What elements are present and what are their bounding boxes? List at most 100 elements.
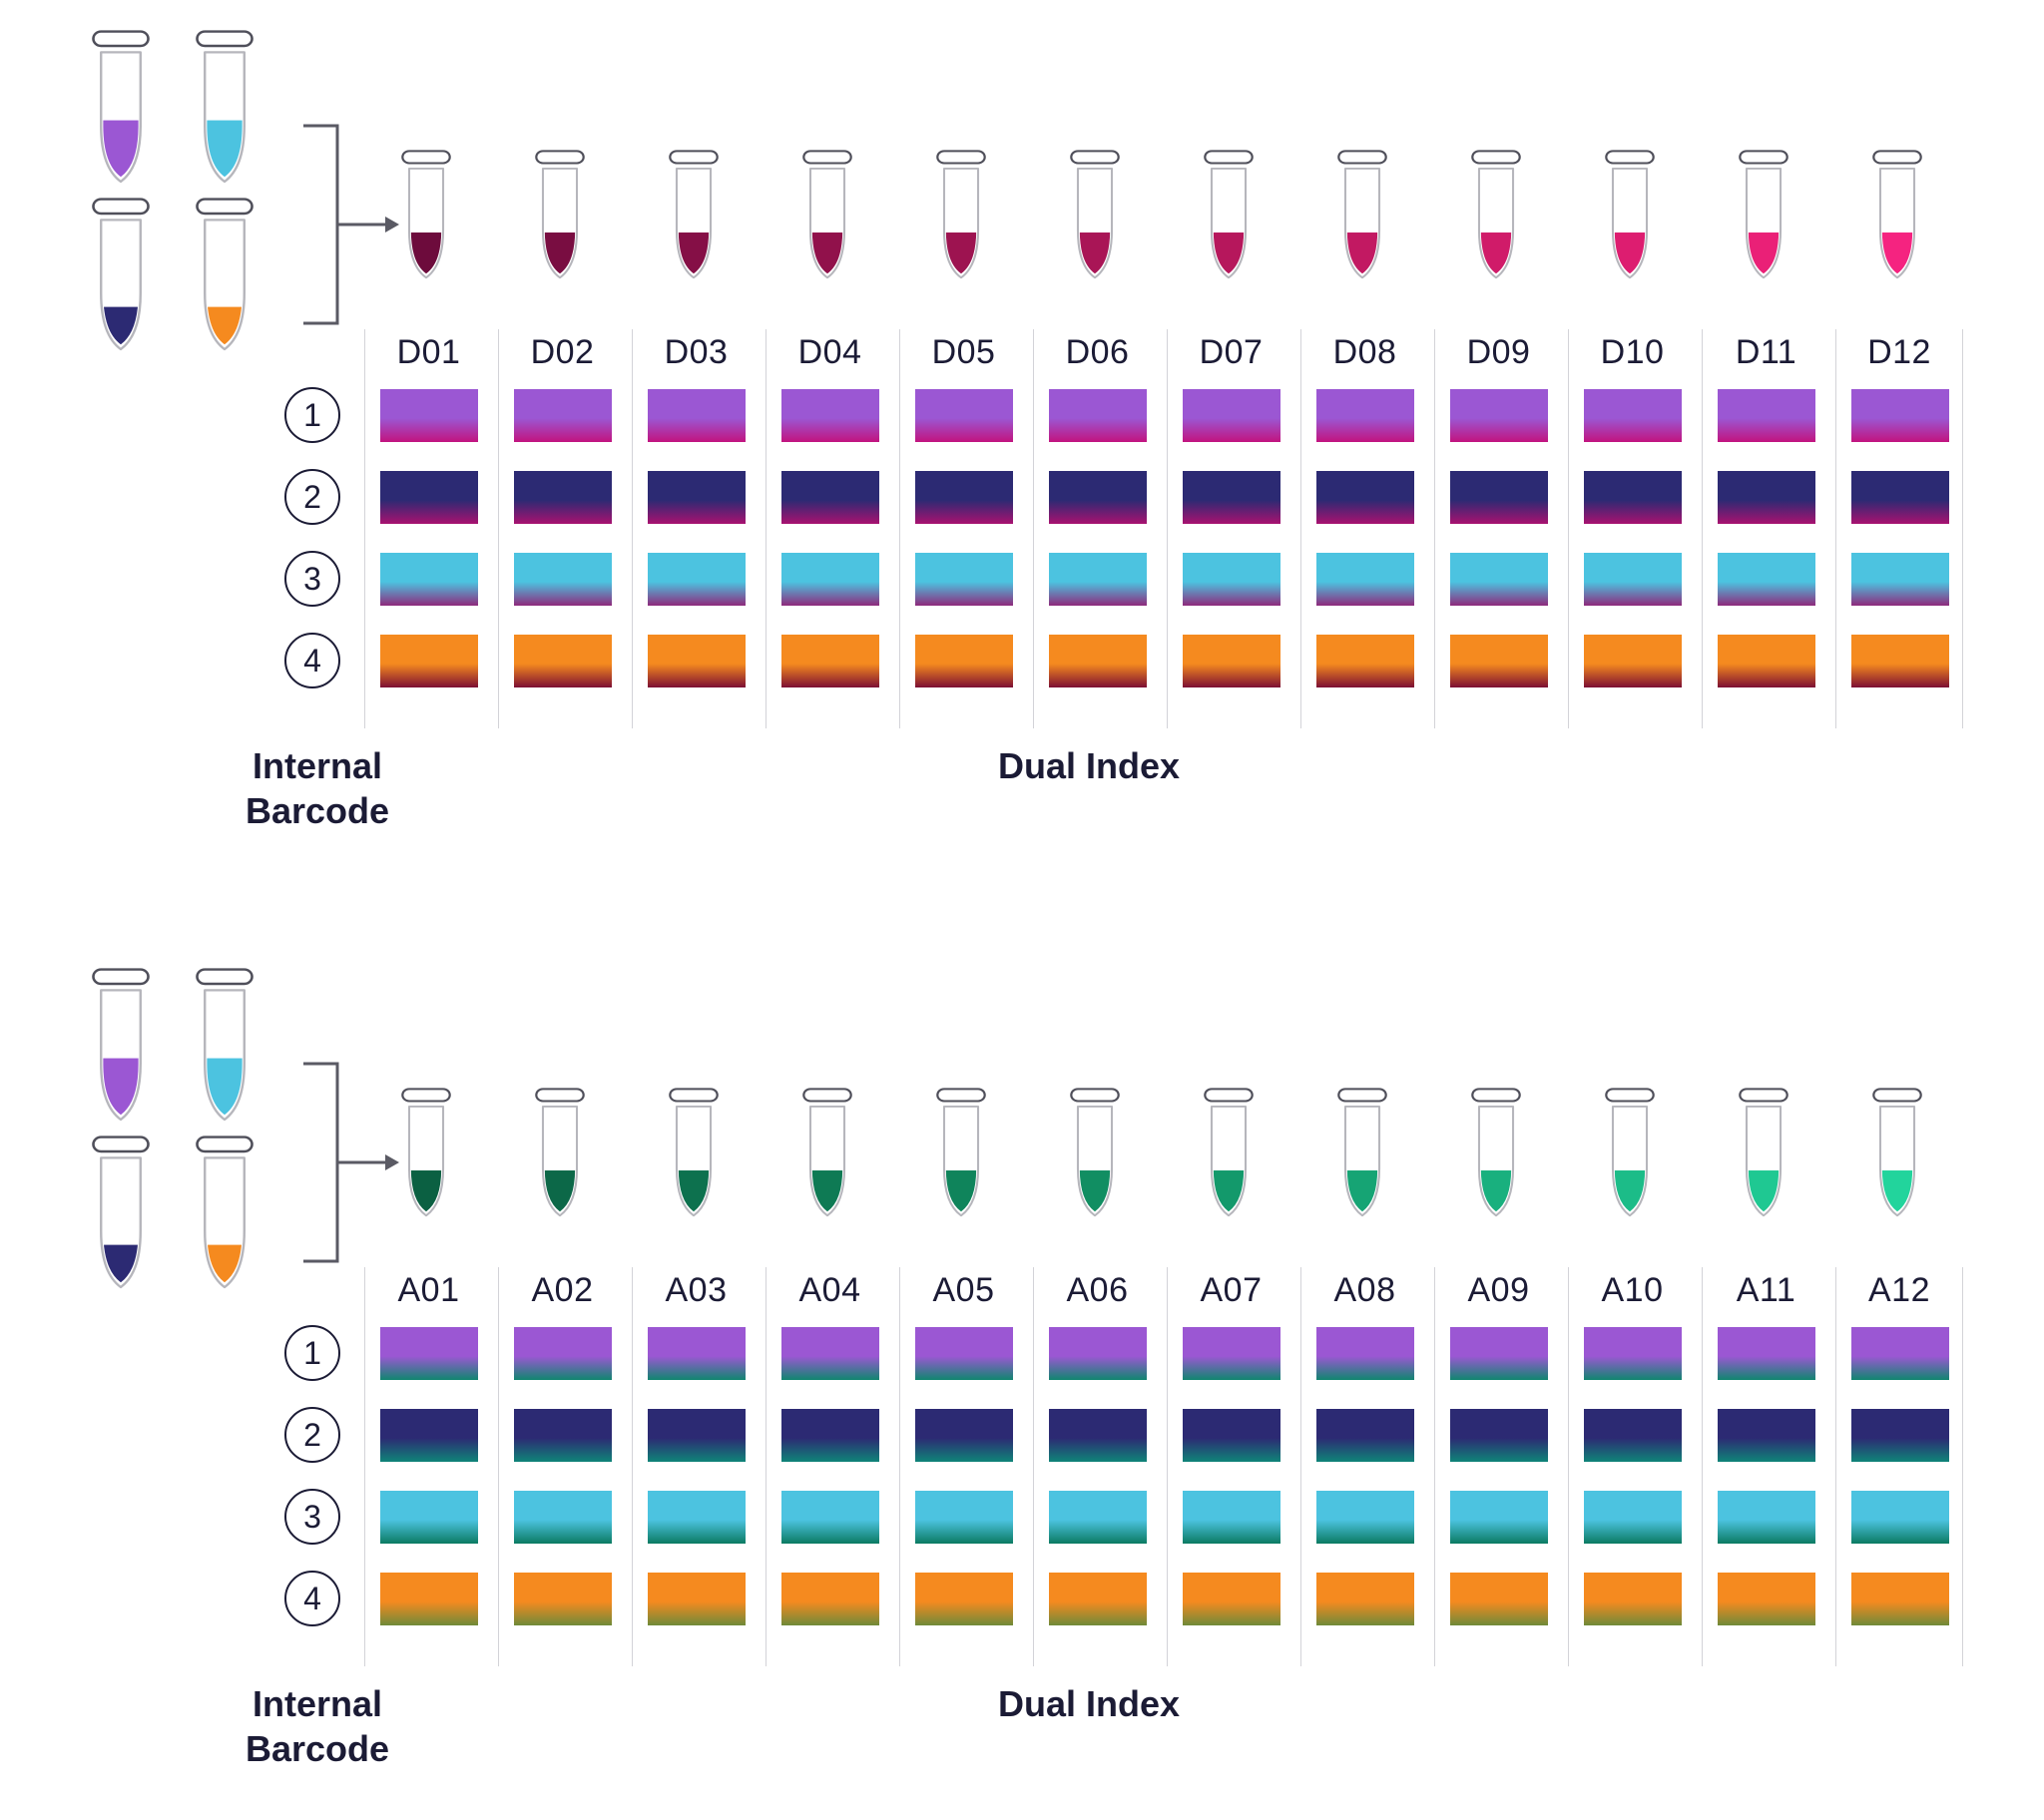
index-bar-A12-row3[interactable] (1851, 1491, 1949, 1544)
index-bar-D06-row1[interactable] (1049, 389, 1147, 442)
index-bar-A07-row3[interactable] (1183, 1491, 1280, 1544)
index-bar-A08-row2[interactable] (1316, 1409, 1414, 1462)
index-column-D01[interactable]: D01 (364, 329, 492, 728)
index-bar-A11-row1[interactable] (1718, 1327, 1815, 1380)
index-column-D03[interactable]: D03 (632, 329, 760, 728)
index-column-A02[interactable]: A02 (498, 1267, 626, 1666)
index-bar-A12-row2[interactable] (1851, 1409, 1949, 1462)
index-column-A06[interactable]: A06 (1033, 1267, 1161, 1666)
index-bar-A05-row4[interactable] (915, 1573, 1013, 1625)
index-bar-A07-row4[interactable] (1183, 1573, 1280, 1625)
index-bar-D04-row3[interactable] (781, 553, 879, 606)
index-bar-A06-row3[interactable] (1049, 1491, 1147, 1544)
index-column-A12[interactable]: A12 (1835, 1267, 1963, 1666)
index-bar-A10-row4[interactable] (1584, 1573, 1682, 1625)
index-bar-A01-row2[interactable] (380, 1409, 478, 1462)
index-bar-D12-row4[interactable] (1851, 635, 1949, 687)
index-bar-D10-row1[interactable] (1584, 389, 1682, 442)
index-bar-A01-row4[interactable] (380, 1573, 478, 1625)
index-bar-D10-row2[interactable] (1584, 471, 1682, 524)
index-bar-A11-row4[interactable] (1718, 1573, 1815, 1625)
index-bar-D11-row2[interactable] (1718, 471, 1815, 524)
index-column-D12[interactable]: D12 (1835, 329, 1963, 728)
index-bar-A08-row1[interactable] (1316, 1327, 1414, 1380)
index-column-D09[interactable]: D09 (1434, 329, 1562, 728)
index-bar-D08-row1[interactable] (1316, 389, 1414, 442)
index-bar-D11-row1[interactable] (1718, 389, 1815, 442)
index-column-D02[interactable]: D02 (498, 329, 626, 728)
index-bar-A11-row3[interactable] (1718, 1491, 1815, 1544)
index-bar-D04-row2[interactable] (781, 471, 879, 524)
index-column-A05[interactable]: A05 (899, 1267, 1027, 1666)
index-bar-A02-row4[interactable] (514, 1573, 612, 1625)
index-bar-A02-row3[interactable] (514, 1491, 612, 1544)
index-bar-A07-row1[interactable] (1183, 1327, 1280, 1380)
index-column-A01[interactable]: A01 (364, 1267, 492, 1666)
index-bar-A09-row1[interactable] (1450, 1327, 1548, 1380)
index-bar-D09-row2[interactable] (1450, 471, 1548, 524)
index-bar-D01-row1[interactable] (380, 389, 478, 442)
index-bar-D05-row3[interactable] (915, 553, 1013, 606)
index-column-D05[interactable]: D05 (899, 329, 1027, 728)
index-bar-A05-row3[interactable] (915, 1491, 1013, 1544)
index-column-D07[interactable]: D07 (1167, 329, 1294, 728)
index-column-D08[interactable]: D08 (1300, 329, 1428, 728)
index-bar-D01-row2[interactable] (380, 471, 478, 524)
index-bar-D08-row2[interactable] (1316, 471, 1414, 524)
index-column-A11[interactable]: A11 (1702, 1267, 1829, 1666)
index-bar-A07-row2[interactable] (1183, 1409, 1280, 1462)
index-bar-D11-row3[interactable] (1718, 553, 1815, 606)
index-bar-A02-row2[interactable] (514, 1409, 612, 1462)
index-bar-A09-row4[interactable] (1450, 1573, 1548, 1625)
index-bar-D08-row4[interactable] (1316, 635, 1414, 687)
index-bar-A05-row1[interactable] (915, 1327, 1013, 1380)
index-bar-A08-row3[interactable] (1316, 1491, 1414, 1544)
index-bar-D05-row4[interactable] (915, 635, 1013, 687)
index-bar-A04-row4[interactable] (781, 1573, 879, 1625)
index-bar-A03-row2[interactable] (648, 1409, 746, 1462)
index-bar-A06-row2[interactable] (1049, 1409, 1147, 1462)
index-bar-A09-row3[interactable] (1450, 1491, 1548, 1544)
index-bar-A06-row4[interactable] (1049, 1573, 1147, 1625)
index-bar-D06-row2[interactable] (1049, 471, 1147, 524)
index-bar-D04-row4[interactable] (781, 635, 879, 687)
index-bar-A12-row4[interactable] (1851, 1573, 1949, 1625)
index-bar-D08-row3[interactable] (1316, 553, 1414, 606)
index-bar-D02-row4[interactable] (514, 635, 612, 687)
index-bar-D12-row2[interactable] (1851, 471, 1949, 524)
index-column-A09[interactable]: A09 (1434, 1267, 1562, 1666)
index-bar-A03-row1[interactable] (648, 1327, 746, 1380)
index-bar-D01-row3[interactable] (380, 553, 478, 606)
index-bar-A01-row3[interactable] (380, 1491, 478, 1544)
index-bar-A11-row2[interactable] (1718, 1409, 1815, 1462)
index-bar-D03-row4[interactable] (648, 635, 746, 687)
index-bar-A03-row4[interactable] (648, 1573, 746, 1625)
index-bar-D12-row1[interactable] (1851, 389, 1949, 442)
index-bar-A09-row2[interactable] (1450, 1409, 1548, 1462)
index-column-D04[interactable]: D04 (766, 329, 893, 728)
index-bar-D05-row2[interactable] (915, 471, 1013, 524)
index-bar-D03-row3[interactable] (648, 553, 746, 606)
index-bar-D07-row4[interactable] (1183, 635, 1280, 687)
index-bar-D12-row3[interactable] (1851, 553, 1949, 606)
index-bar-A10-row1[interactable] (1584, 1327, 1682, 1380)
index-column-A08[interactable]: A08 (1300, 1267, 1428, 1666)
index-bar-A03-row3[interactable] (648, 1491, 746, 1544)
index-bar-A10-row2[interactable] (1584, 1409, 1682, 1462)
index-bar-A08-row4[interactable] (1316, 1573, 1414, 1625)
index-column-D06[interactable]: D06 (1033, 329, 1161, 728)
index-bar-A04-row3[interactable] (781, 1491, 879, 1544)
index-bar-D11-row4[interactable] (1718, 635, 1815, 687)
index-bar-D03-row1[interactable] (648, 389, 746, 442)
index-column-A10[interactable]: A10 (1568, 1267, 1696, 1666)
index-bar-D02-row2[interactable] (514, 471, 612, 524)
index-bar-A10-row3[interactable] (1584, 1491, 1682, 1544)
index-column-D10[interactable]: D10 (1568, 329, 1696, 728)
index-column-A04[interactable]: A04 (766, 1267, 893, 1666)
index-bar-D09-row1[interactable] (1450, 389, 1548, 442)
index-bar-A05-row2[interactable] (915, 1409, 1013, 1462)
index-bar-D06-row3[interactable] (1049, 553, 1147, 606)
index-bar-D09-row4[interactable] (1450, 635, 1548, 687)
index-bar-D07-row3[interactable] (1183, 553, 1280, 606)
index-bar-D10-row3[interactable] (1584, 553, 1682, 606)
